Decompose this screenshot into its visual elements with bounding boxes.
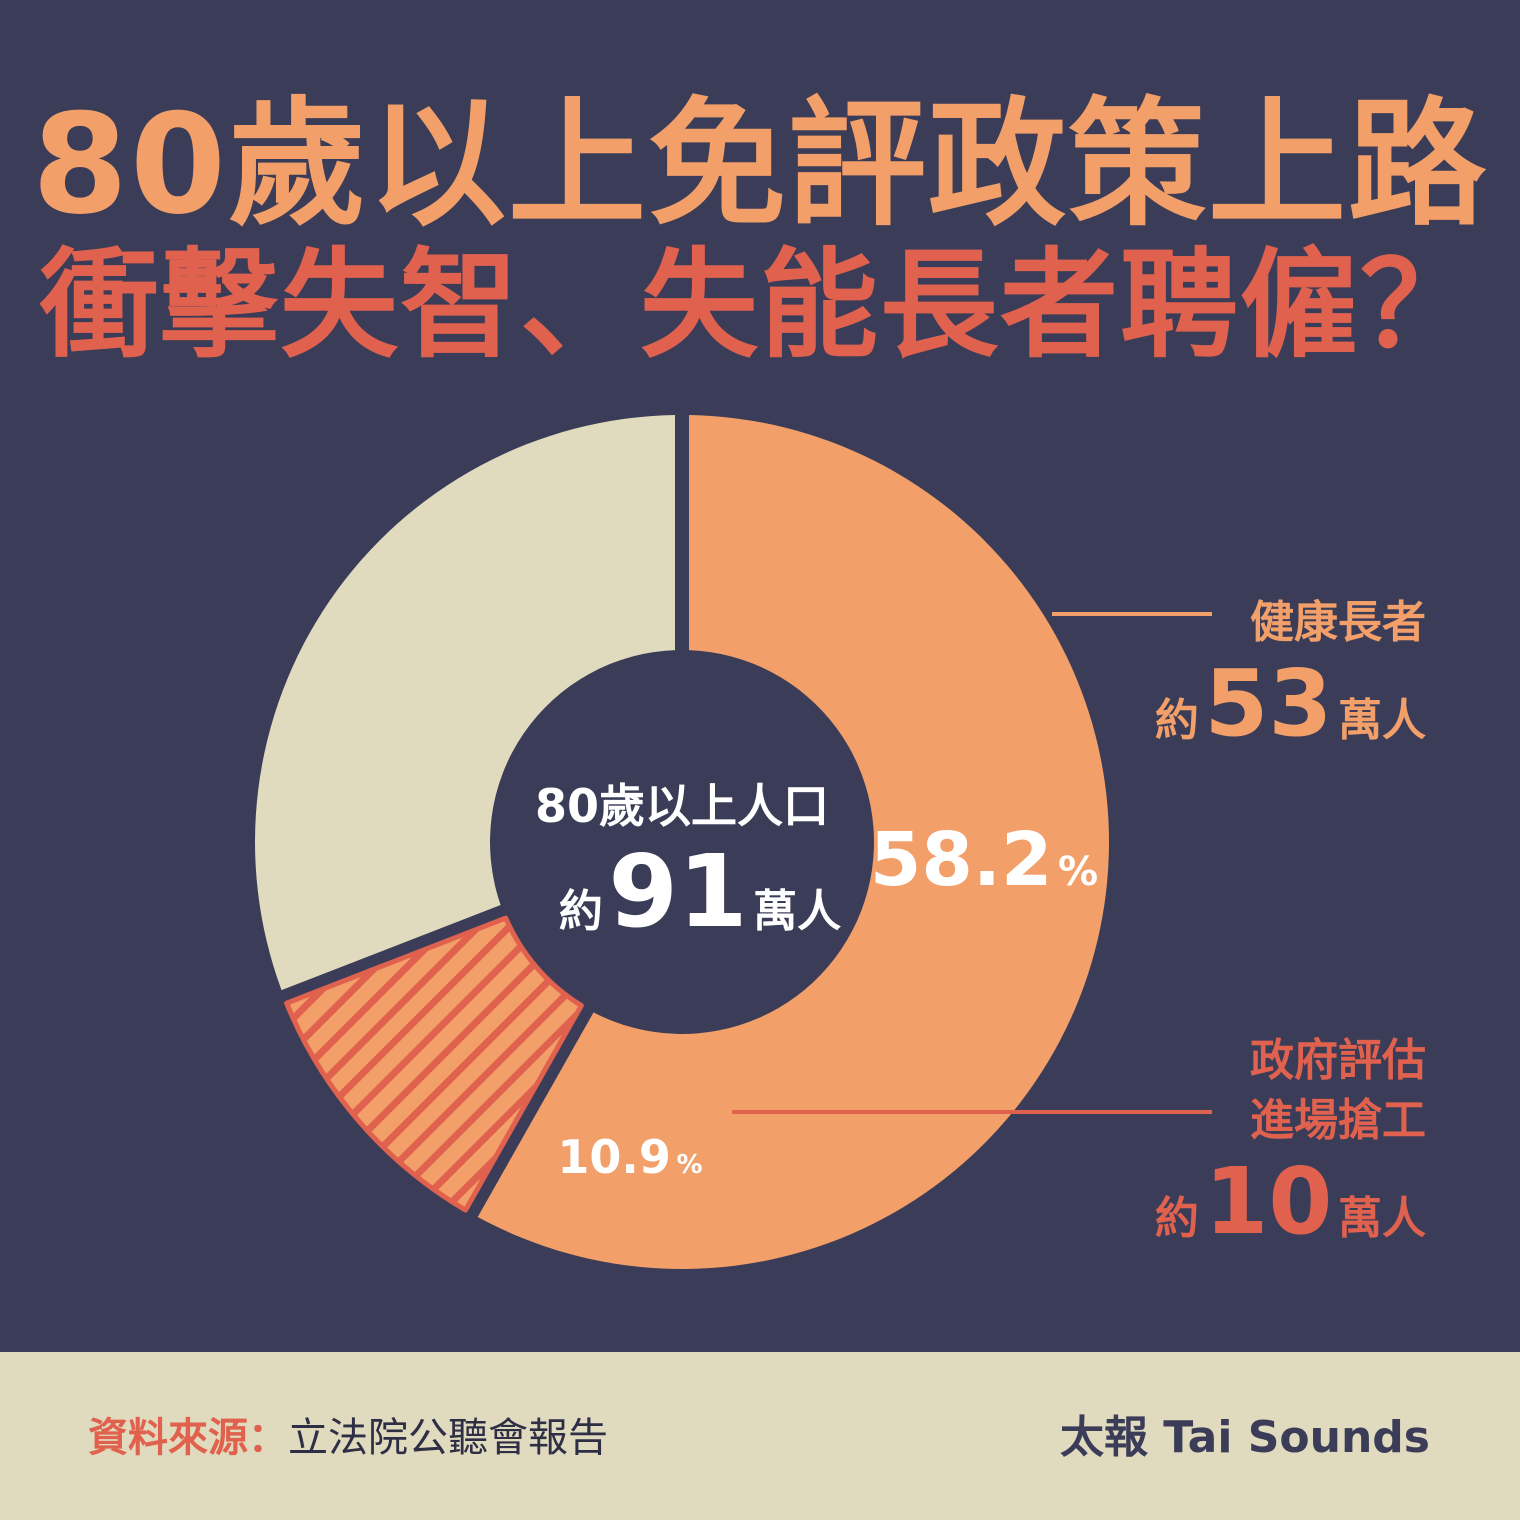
brand-logo: 太報 Tai Sounds [1059,1412,1430,1463]
source-label: 資料來源： [88,1415,288,1461]
center-label-suffix: 萬人 [753,886,841,937]
gov-label-prefix: 約 [1155,1193,1199,1244]
healthy-label-line1: 健康長者 [1250,597,1426,648]
healthy-percent-label: 58.2 % [870,817,1098,903]
center-label-line1: 80歲以上人口 [535,779,829,833]
gov-label-line1: 政府評估 [1250,1035,1426,1086]
healthy-label-number: 53 [1204,650,1332,757]
gov-label-line2: 進場搶工 [1250,1095,1426,1146]
source-text: 立法院公聽會報告 [288,1415,608,1461]
center-label-number: 91 [608,833,747,950]
gov-percent-label: 10.9 % [557,1130,702,1184]
chart-subtitle: 衝擊失智、失能長者聘僱？ [39,236,1480,374]
footer-bar: 資料來源：立法院公聽會報告 太報 Tai Sounds [0,1352,1520,1520]
gov-label-number: 10 [1204,1148,1332,1255]
chart-title: 80歲以上免評政策上路 [31,84,1489,245]
center-label-value: 約 91 萬人 [559,833,841,950]
slice-gov [284,915,584,1213]
source-note: 資料來源：立法院公聽會報告 [88,1412,608,1464]
healthy-label-value: 約 53 萬人 [1155,650,1426,757]
healthy-percent-value: 58.2 [870,817,1053,903]
slice-other [255,415,676,991]
gov-label-value: 約 10 萬人 [1155,1148,1426,1255]
slice-healthy [477,415,1109,1269]
healthy-label-suffix: 萬人 [1338,695,1426,746]
healthy-percent-sign: % [1058,849,1098,895]
gov-label-suffix: 萬人 [1338,1193,1426,1244]
healthy-label-prefix: 約 [1155,695,1199,746]
gov-percent-value: 10.9 [557,1130,671,1184]
gov-percent-sign: % [677,1150,703,1180]
donut-chart: 80歲以上人口 約 91 萬人 58.2 % 10.9 % 健康長者 約 53 … [255,415,1426,1269]
center-label-prefix: 約 [559,886,603,937]
